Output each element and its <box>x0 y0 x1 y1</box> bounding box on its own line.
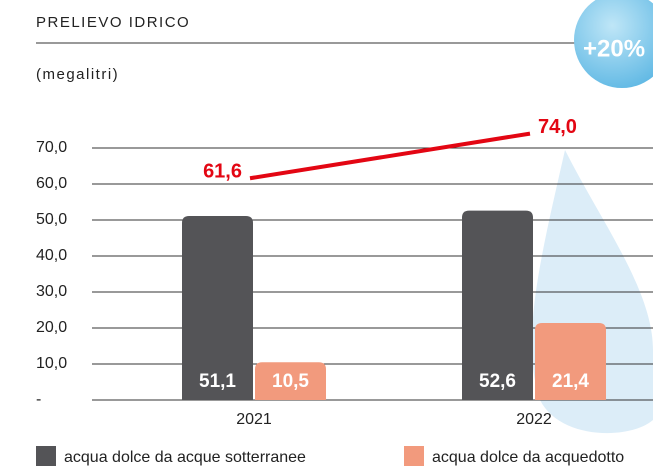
legend-label: acqua dolce da acque sotterranee <box>64 449 306 466</box>
chart-subtitle: (megalitri) <box>36 66 119 83</box>
y-tick-label: 60,0 <box>36 175 67 192</box>
legend-label: acqua dolce da acquedotto <box>432 449 624 466</box>
y-tick-label: 10,0 <box>36 355 67 372</box>
x-tick-label: 2021 <box>236 411 272 428</box>
x-tick-label: 2022 <box>516 411 552 428</box>
chart-title: PRELIEVO IDRICO <box>36 14 190 31</box>
value-label: 21,4 <box>552 371 589 392</box>
legend-swatch <box>404 446 424 466</box>
value-label: 10,5 <box>272 371 309 392</box>
bar <box>462 210 533 400</box>
bar <box>182 216 253 400</box>
y-tick-label: 70,0 <box>36 139 67 156</box>
value-label: 51,1 <box>199 371 236 392</box>
badge <box>574 0 653 88</box>
legend-swatch <box>36 446 56 466</box>
total-label: 61,6 <box>203 161 242 183</box>
total-label: 74,0 <box>538 116 577 138</box>
bar <box>535 322 606 400</box>
y-tick-label: - <box>36 391 41 408</box>
bar <box>255 362 326 400</box>
y-tick-label: 20,0 <box>36 319 67 336</box>
y-tick-label: 30,0 <box>36 283 67 300</box>
y-tick-label: 50,0 <box>36 211 67 228</box>
badge-text: +20% <box>583 35 645 62</box>
total-line <box>249 131 531 181</box>
value-label: 52,6 <box>479 371 516 392</box>
y-tick-label: 40,0 <box>36 247 67 264</box>
